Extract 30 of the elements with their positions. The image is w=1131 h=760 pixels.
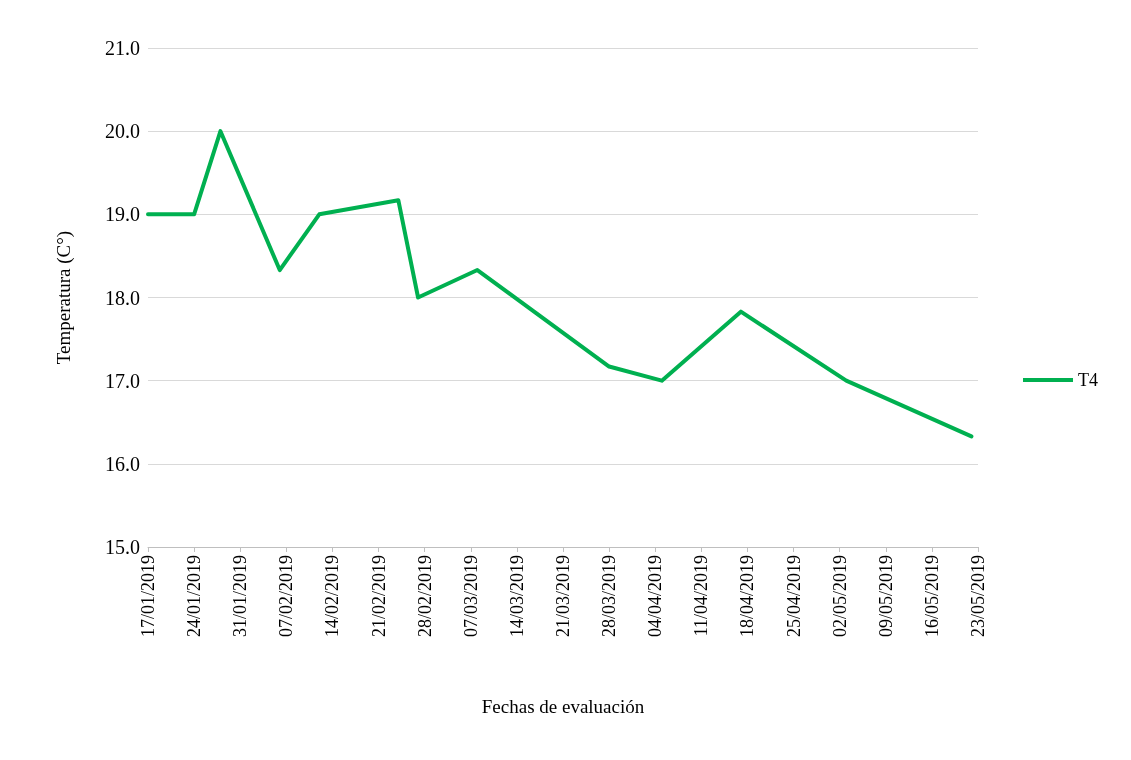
x-tick-label: 24/01/2019 xyxy=(184,555,205,638)
x-tick-label: 04/04/2019 xyxy=(645,555,666,638)
x-tick-label: 25/04/2019 xyxy=(783,555,804,638)
x-tick-label: 02/05/2019 xyxy=(829,555,850,638)
y-axis-title: Temperatura (C°) xyxy=(53,230,75,365)
x-tick-label: 14/02/2019 xyxy=(322,555,343,638)
x-tick-label: 07/02/2019 xyxy=(276,555,297,638)
y-tick-label: 15.0 xyxy=(105,536,140,558)
x-tick-label: 21/02/2019 xyxy=(368,555,389,638)
y-tick-label: 18.0 xyxy=(105,286,140,309)
y-tick-label: 20.0 xyxy=(105,120,140,143)
legend-label: T4 xyxy=(1078,370,1098,390)
x-tick-label: 23/05/2019 xyxy=(968,555,988,638)
x-tick-label: 17/01/2019 xyxy=(138,555,158,638)
x-tick-label: 11/04/2019 xyxy=(691,555,712,637)
x-tick-label: 07/03/2019 xyxy=(460,555,481,638)
x-tick-label: 28/03/2019 xyxy=(599,555,620,638)
y-tick-label: 21.0 xyxy=(105,37,140,59)
x-tick-label: 16/05/2019 xyxy=(921,555,942,638)
y-tick-label: 19.0 xyxy=(105,203,140,226)
x-tick-label: 18/04/2019 xyxy=(737,555,758,638)
x-axis-title: Fechas de evaluación xyxy=(481,696,645,717)
x-tick-label: 21/03/2019 xyxy=(553,555,573,638)
line-series xyxy=(146,129,974,439)
x-tick-label: 09/05/2019 xyxy=(875,555,896,638)
x-tick-label: 28/02/2019 xyxy=(414,555,435,638)
x-tick-label: 31/01/2019 xyxy=(230,555,251,638)
y-tick-label: 16.0 xyxy=(105,452,140,475)
x-tick-label: 14/03/2019 xyxy=(506,555,527,638)
y-tick-label: 17.0 xyxy=(105,369,140,392)
